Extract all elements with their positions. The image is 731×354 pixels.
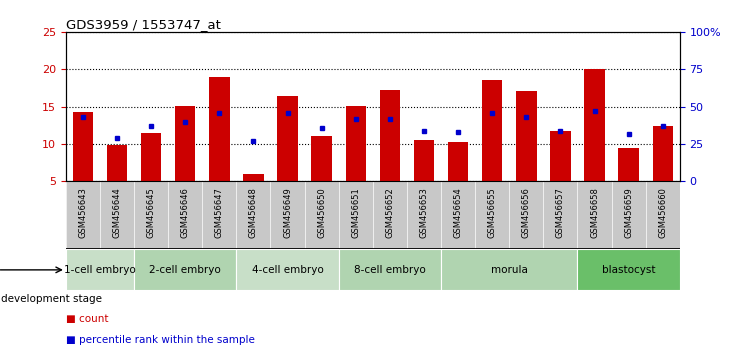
- Bar: [72, 112, 93, 182]
- Text: GSM456646: GSM456646: [181, 187, 189, 238]
- Bar: [236, 250, 338, 290]
- Bar: [448, 142, 469, 182]
- Bar: [584, 69, 605, 182]
- Text: GSM456654: GSM456654: [454, 187, 463, 238]
- Bar: [277, 96, 298, 182]
- Bar: [482, 80, 502, 182]
- Text: GDS3959 / 1553747_at: GDS3959 / 1553747_at: [66, 18, 221, 31]
- Bar: [414, 140, 434, 182]
- Bar: [618, 148, 639, 182]
- Text: 2-cell embryo: 2-cell embryo: [149, 265, 221, 275]
- Text: GSM456650: GSM456650: [317, 187, 326, 238]
- Text: GSM456651: GSM456651: [352, 187, 360, 238]
- Bar: [346, 106, 366, 182]
- Text: GSM456652: GSM456652: [385, 187, 394, 238]
- Text: GSM456645: GSM456645: [147, 187, 156, 238]
- Text: GSM456653: GSM456653: [420, 187, 428, 238]
- Text: GSM456658: GSM456658: [590, 187, 599, 238]
- Bar: [441, 250, 577, 290]
- Text: GSM456657: GSM456657: [556, 187, 565, 238]
- Bar: [134, 250, 236, 290]
- Text: blastocyst: blastocyst: [602, 265, 656, 275]
- Bar: [311, 136, 332, 182]
- Bar: [141, 133, 162, 182]
- Text: GSM456649: GSM456649: [283, 187, 292, 238]
- Bar: [516, 91, 537, 182]
- Bar: [209, 77, 230, 182]
- Bar: [243, 174, 264, 182]
- Text: GSM456655: GSM456655: [488, 187, 496, 238]
- Text: GSM456647: GSM456647: [215, 187, 224, 238]
- Bar: [66, 250, 134, 290]
- Text: GSM456643: GSM456643: [78, 187, 87, 238]
- Bar: [175, 106, 195, 182]
- Text: ■ percentile rank within the sample: ■ percentile rank within the sample: [66, 335, 254, 345]
- Bar: [653, 126, 673, 182]
- Text: GSM456648: GSM456648: [249, 187, 258, 238]
- Text: morula: morula: [491, 265, 528, 275]
- Bar: [379, 90, 400, 182]
- Text: 1-cell embryo: 1-cell embryo: [64, 265, 136, 275]
- Text: GSM456644: GSM456644: [113, 187, 121, 238]
- Text: GSM456659: GSM456659: [624, 187, 633, 238]
- Text: 4-cell embryo: 4-cell embryo: [251, 265, 323, 275]
- Bar: [577, 250, 680, 290]
- Text: GSM456656: GSM456656: [522, 187, 531, 238]
- Bar: [338, 250, 441, 290]
- Text: 8-cell embryo: 8-cell embryo: [354, 265, 425, 275]
- Bar: [550, 131, 571, 182]
- Bar: [107, 145, 127, 182]
- Text: GSM456660: GSM456660: [659, 187, 667, 238]
- Text: ■ count: ■ count: [66, 314, 108, 324]
- Text: development stage: development stage: [1, 294, 102, 304]
